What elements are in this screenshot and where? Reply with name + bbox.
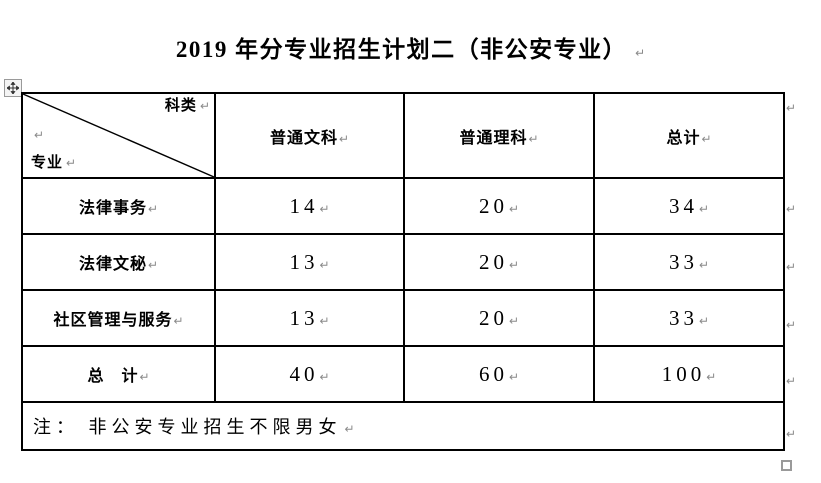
- paragraph-mark: ↵: [786, 201, 797, 216]
- table-row: 法律文秘↵ 13↵ 20↵ 33↵: [21, 233, 785, 291]
- value-cell[interactable]: 60↵: [403, 345, 595, 403]
- paragraph-mark: ↵: [706, 369, 717, 384]
- column-header-label: 普通文科: [269, 129, 338, 147]
- row-label: 法律事务: [78, 200, 147, 217]
- value-cell[interactable]: 20↵: [403, 233, 595, 291]
- paragraph-mark: ↵: [786, 427, 797, 441]
- paragraph-mark: ↵: [66, 156, 77, 171]
- column-header-total[interactable]: 总计↵: [593, 92, 785, 179]
- table-row: 法律事务↵ 14↵ 20↵ 34↵: [21, 177, 785, 235]
- corner-cell[interactable]: 科类 ↵ ↵ 专业 ↵: [21, 92, 216, 179]
- diagonal-line: [23, 94, 214, 177]
- value-cell[interactable]: 13↵: [214, 289, 405, 347]
- paragraph-mark: ↵: [34, 127, 45, 142]
- move-arrows-icon: [7, 82, 19, 94]
- title-row: 2019 年分专业招生计划二（非公安专业） ↵: [0, 30, 821, 64]
- totals-row: 总 计↵ 40↵ 60↵ 100↵: [21, 345, 785, 403]
- row-end-marks: ↵ ↵ ↵ ↵ ↵ ↵: [786, 92, 810, 459]
- page-title[interactable]: 2019 年分专业招生计划二（非公安专业）: [175, 37, 628, 62]
- value-cell[interactable]: 20↵: [403, 177, 595, 235]
- paragraph-mark: ↵: [698, 257, 710, 272]
- cell-value: 20: [478, 193, 508, 218]
- paragraph-mark: ↵: [508, 313, 520, 328]
- value-cell[interactable]: 34↵: [593, 177, 785, 235]
- paragraph-mark: ↵: [338, 131, 350, 146]
- row-label-cell[interactable]: 法律事务↵: [21, 177, 216, 235]
- row-label: 社区管理与服务: [53, 312, 173, 329]
- cell-value: 20: [478, 249, 508, 274]
- corner-major-label: 专业: [31, 154, 64, 172]
- note-text: 注： 非公安专业招生不限男女: [33, 417, 342, 437]
- cell-value: 33: [668, 249, 698, 274]
- table-row: 社区管理与服务↵ 13↵ 20↵ 33↵: [21, 289, 785, 347]
- paragraph-mark: ↵: [635, 46, 646, 60]
- row-label: 总 计: [87, 368, 139, 385]
- paragraph-mark: ↵: [786, 101, 797, 115]
- paragraph-mark: ↵: [199, 99, 210, 113]
- column-header-label: 总计: [666, 129, 701, 147]
- row-label-cell[interactable]: 法律文秘↵: [21, 233, 216, 291]
- paragraph-mark: ↵: [698, 201, 710, 216]
- paragraph-mark: ↵: [147, 202, 159, 216]
- value-cell[interactable]: 14↵: [214, 177, 405, 235]
- paragraph-mark: ↵: [139, 370, 150, 384]
- paragraph-mark: ↵: [147, 258, 159, 272]
- cell-value: 40: [289, 361, 319, 386]
- column-header-label: 普通理科: [459, 129, 528, 147]
- paragraph-mark: ↵: [173, 314, 184, 328]
- cell-value: 13: [289, 305, 319, 330]
- cell-value: 14: [289, 193, 319, 218]
- paragraph-mark: ↵: [508, 257, 520, 272]
- paragraph-mark: ↵: [508, 201, 520, 216]
- paragraph-mark: ↵: [319, 201, 330, 216]
- table-move-handle[interactable]: [4, 79, 22, 97]
- paragraph-mark: ↵: [786, 260, 797, 274]
- value-cell[interactable]: 20↵: [403, 289, 595, 347]
- paragraph-mark: ↵: [344, 422, 355, 436]
- row-label: 法律文秘: [78, 256, 147, 273]
- paragraph-mark: ↵: [786, 317, 797, 332]
- value-cell[interactable]: 13↵: [214, 233, 405, 291]
- note-row: 注： 非公安专业招生不限男女 ↵: [21, 401, 785, 451]
- cell-value: 13: [289, 249, 319, 274]
- value-cell[interactable]: 40↵: [214, 345, 405, 403]
- cell-value: 33: [668, 305, 698, 330]
- value-cell[interactable]: 33↵: [593, 233, 785, 291]
- paragraph-mark: ↵: [786, 374, 797, 388]
- row-label-cell[interactable]: 社区管理与服务↵: [21, 289, 216, 347]
- paragraph-mark: ↵: [319, 369, 330, 384]
- paragraph-mark: ↵: [508, 369, 520, 384]
- row-label-cell[interactable]: 总 计↵: [21, 345, 216, 403]
- cell-value: 100: [661, 361, 706, 386]
- table-resize-handle[interactable]: [781, 460, 792, 471]
- column-header-science[interactable]: 普通理科↵: [403, 92, 595, 179]
- paragraph-mark: ↵: [319, 257, 330, 272]
- cell-value: 20: [478, 305, 508, 330]
- paragraph-mark: ↵: [319, 313, 330, 328]
- cell-value: 60: [478, 361, 508, 386]
- header-row: 科类 ↵ ↵ 专业 ↵ 普通文科↵ 普通理科↵: [21, 92, 785, 179]
- paragraph-mark: ↵: [698, 313, 710, 328]
- paragraph-mark: ↵: [528, 131, 539, 146]
- paragraph-mark: ↵: [701, 131, 712, 146]
- value-cell[interactable]: 100↵: [593, 345, 785, 403]
- enrollment-table: 科类 ↵ ↵ 专业 ↵ 普通文科↵ 普通理科↵: [21, 92, 785, 451]
- value-cell[interactable]: 33↵: [593, 289, 785, 347]
- cell-value: 34: [668, 193, 698, 218]
- note-cell[interactable]: 注： 非公安专业招生不限男女 ↵: [21, 401, 785, 451]
- column-header-liberal-arts[interactable]: 普通文科↵: [214, 92, 405, 179]
- corner-category-label: 科类: [164, 97, 197, 114]
